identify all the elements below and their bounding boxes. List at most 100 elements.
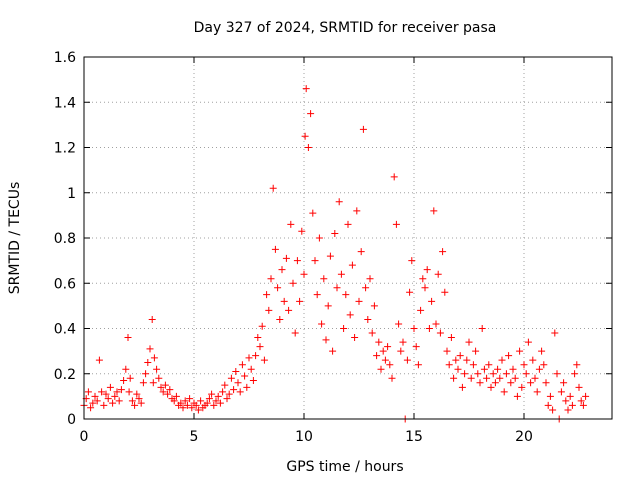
data-point [439, 248, 447, 256]
data-point [579, 401, 587, 409]
data-point [137, 399, 145, 407]
data-point [454, 365, 462, 373]
data-point [120, 377, 128, 385]
data-point [238, 361, 246, 369]
data-point [243, 383, 251, 391]
data-point [377, 365, 385, 373]
data-point [87, 404, 95, 412]
data-point [575, 383, 583, 391]
data-point [480, 365, 488, 373]
data-point [333, 284, 341, 292]
data-point [388, 374, 396, 382]
data-point [183, 401, 191, 409]
data-point [227, 374, 235, 382]
data-point [179, 404, 187, 412]
data-point [500, 388, 508, 396]
data-point [177, 399, 185, 407]
data-point [335, 198, 343, 206]
data-point [564, 406, 572, 414]
data-point [172, 392, 180, 400]
data-point [269, 184, 277, 192]
data-point [109, 399, 117, 407]
x-tick-label: 0 [80, 429, 89, 445]
data-point [430, 207, 438, 215]
data-point [329, 347, 337, 355]
data-point [364, 315, 372, 323]
data-point [245, 354, 253, 362]
data-point [247, 365, 255, 373]
data-points [80, 85, 590, 423]
data-point [518, 383, 526, 391]
data-point [582, 392, 590, 400]
data-point [529, 356, 537, 364]
data-point [256, 343, 264, 351]
data-point [443, 347, 451, 355]
data-point [491, 379, 499, 387]
data-point [366, 275, 374, 283]
data-point [340, 325, 348, 332]
data-point [381, 356, 389, 364]
data-point [348, 261, 356, 269]
data-point [230, 386, 238, 394]
data-point [318, 320, 326, 328]
data-point [93, 397, 101, 405]
data-point [511, 374, 519, 382]
data-point [95, 356, 103, 364]
data-point [472, 347, 480, 355]
data-point [509, 365, 517, 373]
data-point [535, 365, 543, 373]
data-point [410, 325, 418, 332]
data-point [150, 354, 158, 362]
data-point [421, 284, 429, 292]
data-point [577, 397, 585, 405]
data-point [344, 220, 352, 228]
data-point [210, 401, 218, 409]
data-point [390, 173, 398, 181]
data-point [291, 329, 299, 337]
data-point [241, 372, 249, 380]
y-tick-label: 0.4 [54, 322, 76, 338]
data-point [331, 229, 339, 237]
data-point [212, 397, 220, 405]
data-point [311, 257, 319, 265]
data-point [234, 379, 242, 387]
data-point [357, 248, 365, 256]
data-point [274, 284, 282, 292]
data-point [540, 361, 548, 369]
data-point [104, 395, 112, 403]
data-point [296, 297, 304, 305]
data-point [373, 352, 381, 360]
data-point [278, 266, 286, 274]
data-point [100, 401, 108, 409]
data-point [265, 306, 273, 314]
data-point [476, 379, 484, 387]
data-point [485, 361, 493, 369]
data-point [432, 320, 440, 328]
data-point [544, 401, 552, 409]
data-point [467, 374, 475, 382]
data-point [461, 370, 469, 378]
data-point [441, 288, 449, 296]
data-point [117, 386, 125, 394]
data-point [452, 356, 460, 364]
chart-title: Day 327 of 2024, SRMTID for receiver pas… [194, 20, 497, 36]
data-point [496, 374, 504, 382]
y-tick-label: 0.6 [54, 276, 76, 292]
data-point [287, 220, 295, 228]
data-point [355, 297, 363, 305]
data-point [216, 399, 224, 407]
y-axis-label: SRMTID / TECUs [7, 182, 23, 295]
y-tick-label: 1 [67, 186, 76, 202]
data-point [276, 315, 284, 323]
data-point [483, 374, 491, 382]
data-point [309, 209, 317, 217]
data-point [346, 311, 354, 319]
data-point [445, 361, 453, 369]
data-point [474, 370, 482, 378]
data-point [304, 144, 312, 151]
data-point [113, 388, 121, 396]
data-point [225, 390, 233, 398]
data-point [139, 379, 147, 387]
data-point [450, 374, 458, 382]
